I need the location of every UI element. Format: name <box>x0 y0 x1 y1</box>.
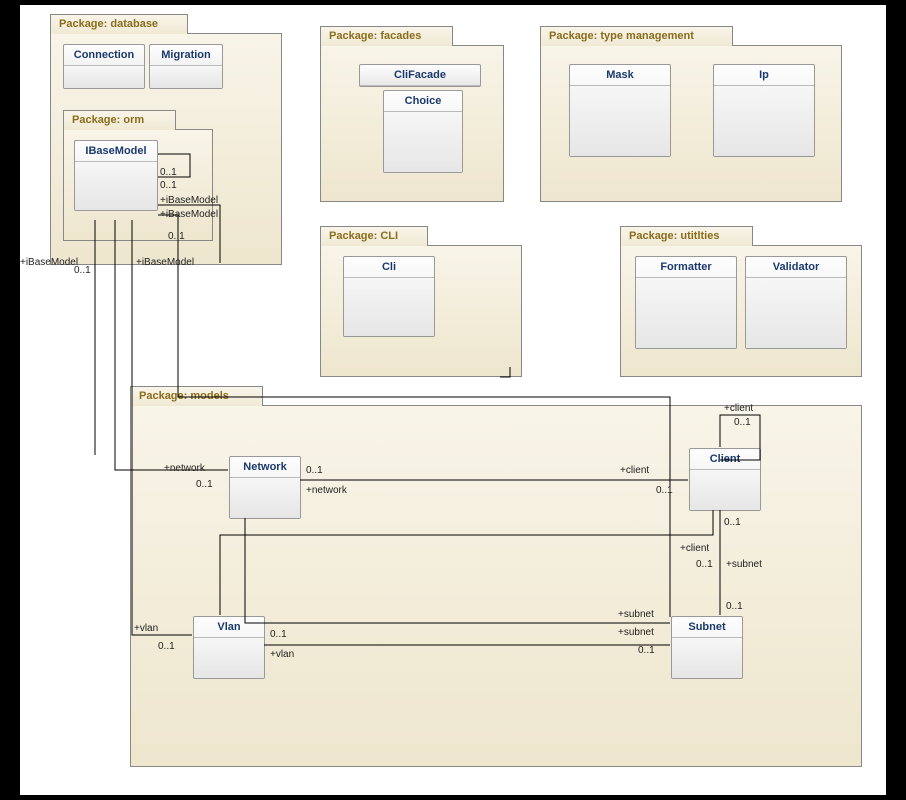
class-subnet-body <box>672 638 742 678</box>
class-migration-body <box>150 66 222 88</box>
class-mask-title: Mask <box>570 65 670 86</box>
class-vlan-body <box>194 638 264 678</box>
class-mask-body <box>570 86 670 156</box>
assoc-label-4: 0..1 <box>160 167 177 178</box>
class-migration: Migration <box>149 44 223 89</box>
assoc-label-5: 0..1 <box>160 180 177 191</box>
assoc-label-26: 0..1 <box>270 629 287 640</box>
assoc-label-10: 0..1 <box>306 465 323 476</box>
class-choice: Choice <box>383 90 463 173</box>
assoc-label-8: +network <box>164 463 205 474</box>
assoc-label-20: 0..1 <box>726 601 743 612</box>
package-utilities: Package: utitlties Formatter Validator <box>620 245 862 377</box>
class-choice-title: Choice <box>384 91 462 112</box>
assoc-label-11: +network <box>306 485 347 496</box>
class-validator: Validator <box>745 256 847 349</box>
assoc-label-23: 0..1 <box>638 645 655 656</box>
class-migration-title: Migration <box>150 45 222 66</box>
assoc-label-16: 0..1 <box>724 517 741 528</box>
assoc-label-7: 0..1 <box>74 265 91 276</box>
class-subnet: Subnet <box>671 616 743 679</box>
assoc-label-17: +client <box>680 543 709 554</box>
class-client: Client <box>689 448 761 511</box>
assoc-label-1: +iBaseModel <box>136 257 194 268</box>
class-connection: Connection <box>63 44 145 89</box>
package-orm: Package: orm IBaseModel <box>63 129 213 241</box>
class-ibasemodel-body <box>75 162 157 210</box>
class-ibasemodel-title: IBaseModel <box>75 141 157 162</box>
assoc-label-0: +iBaseModel <box>20 257 78 268</box>
class-validator-title: Validator <box>746 257 846 278</box>
class-client-body <box>690 470 760 510</box>
class-validator-body <box>746 278 846 348</box>
class-ip-title: Ip <box>714 65 814 86</box>
class-connection-body <box>64 66 144 88</box>
class-vlan-title: Vlan <box>194 617 264 638</box>
class-cli-body <box>344 278 434 336</box>
class-clifacade: CliFacade <box>359 64 481 87</box>
class-mask: Mask <box>569 64 671 157</box>
assoc-label-18: 0..1 <box>696 559 713 570</box>
class-network-body <box>230 478 300 518</box>
class-formatter: Formatter <box>635 256 737 349</box>
assoc-label-15: 0..1 <box>734 417 751 428</box>
class-subnet-title: Subnet <box>672 617 742 638</box>
class-formatter-body <box>636 278 736 348</box>
package-utilities-tab: Package: utitlties <box>620 226 753 246</box>
assoc-label-24: +vlan <box>134 623 158 634</box>
package-models-tab: Package: models <box>130 386 263 406</box>
package-database-tab: Package: database <box>50 14 188 34</box>
assoc-label-21: +subnet <box>618 609 654 620</box>
diagram-canvas: Package: database Connection Migration P… <box>20 5 886 795</box>
assoc-label-22: +subnet <box>618 627 654 638</box>
assoc-label-19: +subnet <box>726 559 762 570</box>
package-cli: Package: CLI Cli <box>320 245 522 377</box>
class-client-title: Client <box>690 449 760 470</box>
assoc-label-27: +vlan <box>270 649 294 660</box>
package-typemgmt: Package: type management Mask Ip <box>540 45 842 202</box>
class-connection-title: Connection <box>64 45 144 66</box>
package-models: Package: models Network Client Vlan Subn… <box>130 405 862 767</box>
class-network: Network <box>229 456 301 519</box>
package-facades-tab: Package: facades <box>320 26 453 46</box>
package-facades: Package: facades CliFacade Choice <box>320 45 504 202</box>
class-network-title: Network <box>230 457 300 478</box>
class-ip: Ip <box>713 64 815 157</box>
assoc-label-12: +client <box>620 465 649 476</box>
assoc-label-25: 0..1 <box>158 641 175 652</box>
assoc-label-9: 0..1 <box>196 479 213 490</box>
assoc-label-14: +client <box>724 403 753 414</box>
class-choice-body <box>384 112 462 172</box>
class-clifacade-title: CliFacade <box>360 65 480 86</box>
package-typemgmt-tab: Package: type management <box>540 26 733 46</box>
assoc-label-3: +iBaseModel <box>160 209 218 220</box>
assoc-label-2: +iBaseModel <box>160 195 218 206</box>
class-ibasemodel: IBaseModel <box>74 140 158 211</box>
class-vlan: Vlan <box>193 616 265 679</box>
class-ip-body <box>714 86 814 156</box>
class-cli: Cli <box>343 256 435 337</box>
assoc-label-6: 0..1 <box>168 231 185 242</box>
assoc-label-13: 0..1 <box>656 485 673 496</box>
class-formatter-title: Formatter <box>636 257 736 278</box>
package-cli-tab: Package: CLI <box>320 226 428 246</box>
package-database: Package: database Connection Migration P… <box>50 33 282 265</box>
package-orm-tab: Package: orm <box>63 110 176 130</box>
class-cli-title: Cli <box>344 257 434 278</box>
